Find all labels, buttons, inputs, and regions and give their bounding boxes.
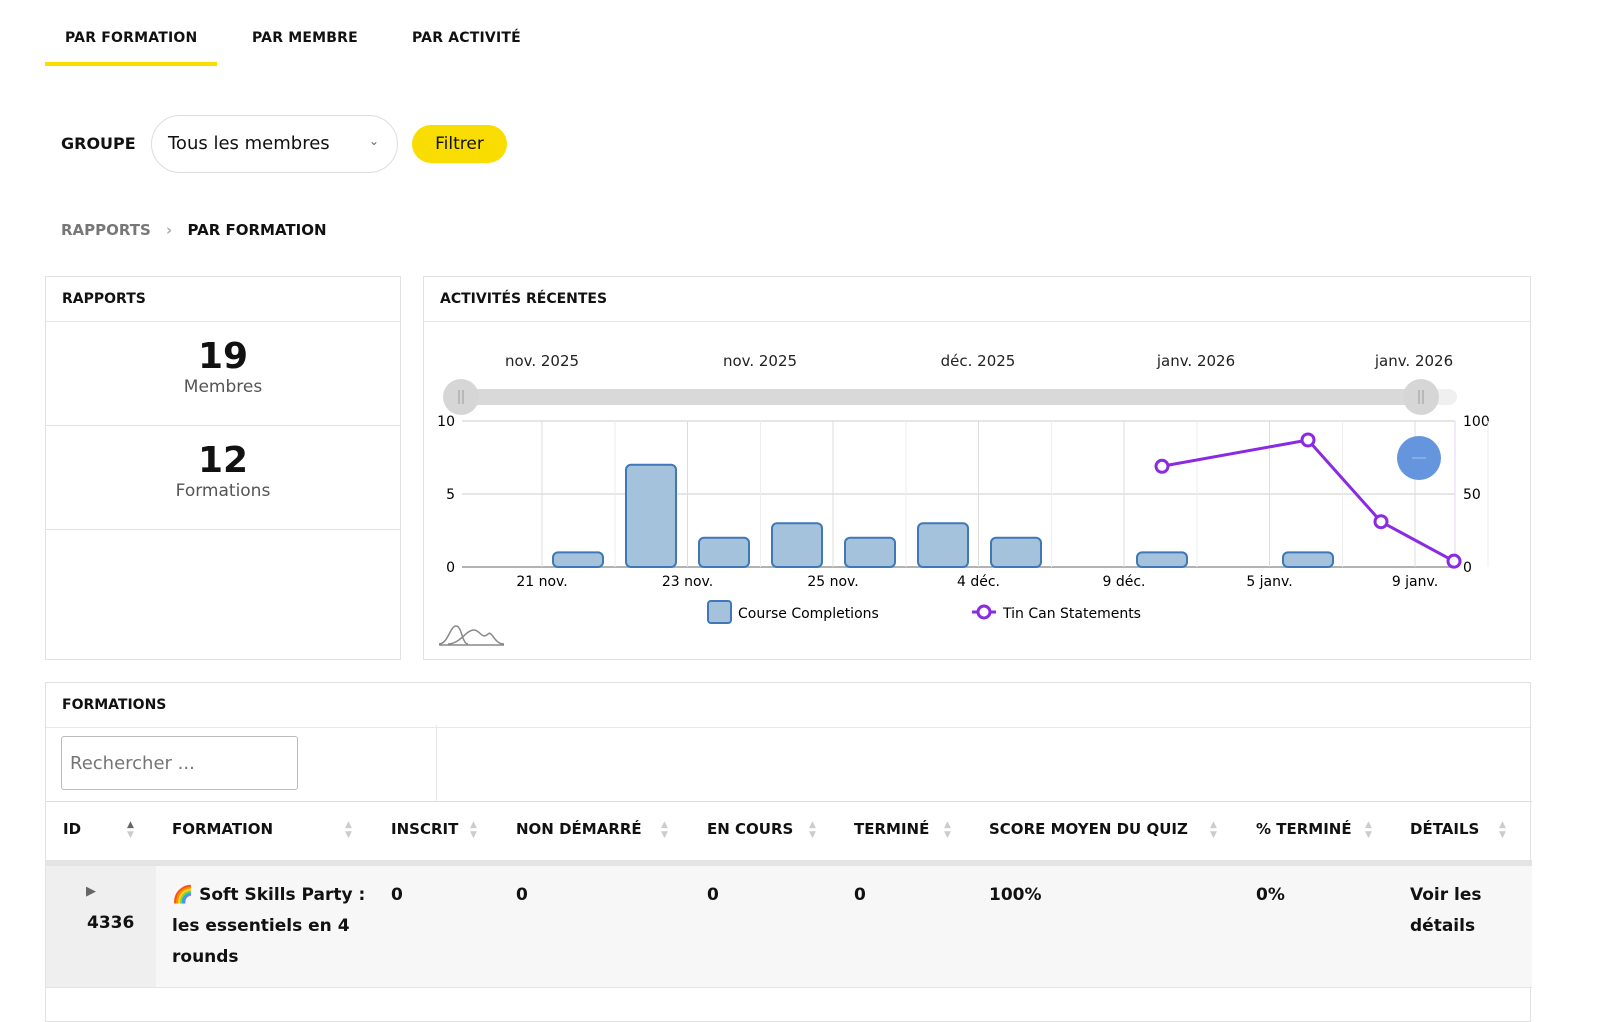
column-header[interactable]: TERMINÉ	[854, 820, 930, 838]
line-point	[1373, 514, 1389, 530]
cell-inscrit: 0	[391, 885, 403, 905]
rapports-panel: RAPPORTS 19 Membres 12 Formations	[45, 276, 401, 660]
legend-course-completions[interactable]: Course Completions	[738, 606, 879, 622]
breadcrumb-current: PAR FORMATION	[187, 221, 327, 239]
stat-formations: 12 Formations	[46, 426, 400, 530]
bar	[771, 522, 823, 569]
y-left-tick: 5	[446, 487, 455, 503]
navigator-label: déc. 2025	[941, 352, 1016, 370]
activites-title: ACTIVITÉS RÉCENTES	[424, 277, 1530, 322]
navigator-handle[interactable]	[1403, 379, 1439, 415]
sort-icon[interactable]: ▲ ▼	[1365, 820, 1372, 840]
rapports-title: RAPPORTS	[46, 277, 400, 322]
cell-details-link[interactable]: Voir les détails	[1410, 885, 1482, 936]
y-right-tick: 100	[1463, 414, 1490, 430]
handle-grip-icon	[1418, 390, 1424, 404]
x-tick-label: 25 nov.	[807, 574, 858, 590]
tab-par-membre[interactable]: PAR MEMBRE	[252, 30, 358, 46]
group-select-value: Tous les membres	[168, 133, 330, 154]
line-series	[1161, 438, 1455, 563]
stat-label: Membres	[183, 377, 263, 397]
y-left-tick: 10	[437, 414, 455, 430]
breadcrumb-rapports[interactable]: RAPPORTS	[61, 221, 151, 239]
navigator-label: janv. 2026	[1374, 352, 1453, 370]
sort-icon[interactable]: ▲ ▼	[1210, 820, 1217, 840]
cell-score: 100%	[989, 885, 1042, 905]
column-header[interactable]: DÉTAILS	[1410, 820, 1480, 838]
legend-bar-swatch	[707, 600, 732, 624]
sort-icon[interactable]: ▲ ▼	[345, 820, 352, 840]
bar	[625, 463, 677, 568]
navigator-label: nov. 2025	[723, 352, 797, 370]
navigator-label: nov. 2025	[505, 352, 579, 370]
y-left-tick: 0	[446, 560, 455, 576]
line-point	[1154, 458, 1170, 474]
navigator-handle[interactable]	[443, 379, 479, 415]
line-point	[1300, 432, 1316, 448]
column-header[interactable]: % TERMINÉ	[1256, 820, 1352, 838]
cell-termine: 0	[854, 885, 866, 905]
x-tick-label: 4 déc.	[957, 574, 1000, 590]
x-tick-label: 21 nov.	[516, 574, 567, 590]
y-right-tick: 0	[1463, 560, 1472, 576]
breadcrumb: RAPPORTS › PAR FORMATION	[61, 221, 327, 239]
x-tick-label: 5 janv.	[1246, 574, 1292, 590]
column-header[interactable]: EN COURS	[707, 820, 794, 838]
x-tick-label: 23 nov.	[662, 574, 713, 590]
bar	[698, 536, 750, 568]
handle-grip-icon	[458, 390, 464, 404]
navigator-range	[462, 389, 1422, 405]
breadcrumb-separator: ›	[166, 221, 173, 239]
stat-value: 19	[197, 336, 249, 377]
column-header[interactable]: INSCRIT	[391, 820, 459, 838]
tab-par-formation[interactable]: PAR FORMATION	[44, 30, 218, 66]
cell-pct-termine: 0%	[1256, 885, 1285, 905]
column-header[interactable]: FORMATION	[172, 820, 274, 838]
y-right-tick: 50	[1463, 487, 1481, 503]
column-header[interactable]: ID	[63, 820, 82, 838]
range-selector-icon	[438, 625, 505, 646]
cell-non-demarre: 0	[516, 885, 528, 905]
formations-title: FORMATIONS	[46, 683, 1530, 728]
stat-membres: 19 Membres	[46, 322, 400, 426]
sort-icon[interactable]: ▲ ▼	[661, 820, 668, 840]
sort-icon[interactable]: ▲ ▼	[809, 820, 816, 840]
sort-icon[interactable]: ▲ ▼	[944, 820, 951, 840]
stat-label: Formations	[175, 481, 271, 501]
expand-row-icon[interactable]: ▶	[86, 884, 96, 899]
bar	[990, 536, 1042, 568]
cell-en-cours: 0	[707, 885, 719, 905]
chevron-down-icon: ⌄	[368, 134, 379, 148]
cell-formation[interactable]: 🌈 Soft Skills Party : les essentiels en …	[172, 885, 366, 967]
x-tick-label: 9 déc.	[1102, 574, 1145, 590]
sort-icon[interactable]: ▲ ▼	[470, 820, 477, 840]
tab-par-activite[interactable]: PAR ACTIVITÉ	[412, 30, 521, 46]
activites-panel: ACTIVITÉS RÉCENTES	[423, 276, 1531, 660]
filter-button[interactable]: Filtrer	[412, 125, 507, 163]
cell-id: 4336	[87, 913, 135, 933]
column-header[interactable]: SCORE MOYEN DU QUIZ	[989, 820, 1188, 838]
line-point	[1446, 553, 1462, 569]
sort-icon[interactable]: ▲ ▼	[1499, 820, 1506, 840]
search-input[interactable]	[61, 736, 298, 790]
navigator-label: janv. 2026	[1156, 352, 1235, 370]
bar	[552, 551, 604, 569]
column-header[interactable]: NON DÉMARRÉ	[516, 820, 642, 838]
group-select[interactable]: Tous les membres ⌄	[151, 115, 398, 173]
x-tick-label: 9 janv.	[1392, 574, 1438, 590]
bar	[1282, 551, 1334, 569]
group-label: GROUPE	[61, 134, 136, 153]
legend-line-marker	[976, 604, 992, 620]
bar	[1136, 551, 1188, 569]
stat-value: 12	[197, 440, 249, 481]
bar	[844, 536, 896, 568]
legend-tin-can-statements[interactable]: Tin Can Statements	[1002, 606, 1141, 622]
sort-icon[interactable]: ▲ ▼	[127, 820, 134, 840]
activity-chart: nov. 2025 nov. 2025 déc. 2025 janv. 2026 jan…	[437, 352, 1490, 646]
bar	[917, 522, 969, 569]
